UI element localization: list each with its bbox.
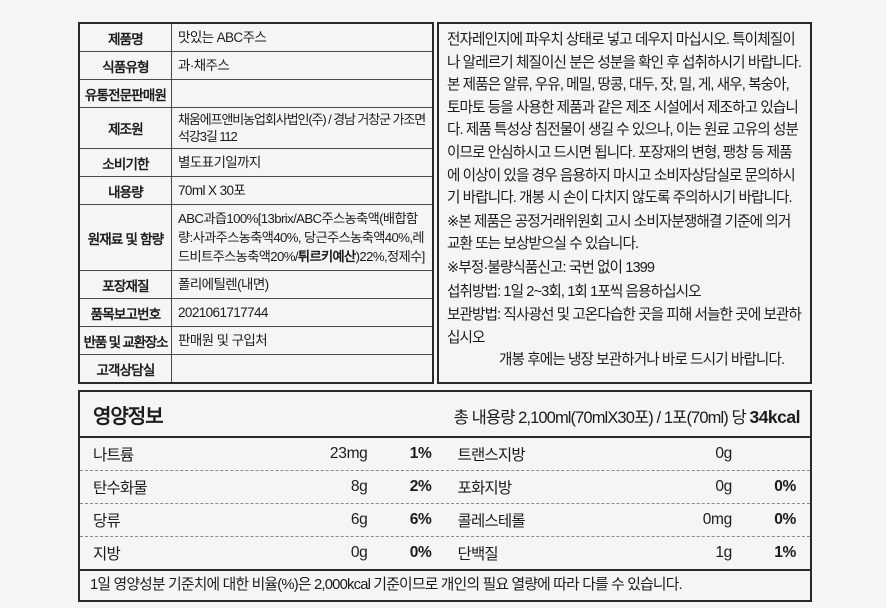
nutrition-cell-cholesterol: 콜레스테롤 0mg 0% — [458, 504, 797, 536]
spec-row-label: 반품 및 교환장소 — [80, 327, 172, 354]
product-spec-table: 제품명 맛있는 ABC주스 식품유형 과·채주스 유통전문판매원 제조원 채움에… — [78, 22, 434, 384]
spec-row-value — [172, 355, 432, 382]
nutrient-percent: 0% — [774, 511, 796, 528]
spec-row-label: 제품명 — [80, 24, 172, 51]
nutrition-header: 영양정보 총 내용량 2,100ml(70mlX30포) / 1포(70ml) … — [80, 392, 810, 438]
nutrition-cell-saturated-fat: 포화지방 0g 0% — [458, 471, 797, 503]
spec-row-ingredients: 원재료 및 함량 ABC과즙100%[13brix/ABC주스농축액(배합함량:… — [80, 204, 432, 270]
nutrient-name: 당류 — [93, 513, 121, 530]
nutrient-name: 단백질 — [457, 546, 499, 563]
nutrient-name: 지방 — [93, 546, 121, 563]
notice-paragraph-storage: 보관방법: 직사광선 및 고온다습한 곳을 피해 서늘한 곳에 보관하십시오 — [447, 307, 802, 346]
nutrient-name: 탄수화물 — [93, 480, 148, 497]
spec-row-food-type: 식품유형 과·채주스 — [80, 51, 432, 79]
nutrition-cell-carbohydrate: 탄수화물 8g 2% — [93, 471, 432, 503]
nutrient-amount: 1g — [715, 544, 732, 561]
nutrition-cell-sodium: 나트륨 23mg 1% — [93, 438, 432, 470]
notice-paragraph-intake: 섭취방법: 1일 2~3회, 1회 1포씩 음용하십시오 — [447, 283, 702, 300]
spec-row-value: 2021061717744 — [178, 305, 268, 320]
spec-row-return-exchange: 반품 및 교환장소 판매원 및 구입처 — [80, 326, 432, 354]
nutrition-cell-sugars: 당류 6g 6% — [93, 504, 432, 536]
spec-row-label: 소비기한 — [80, 149, 172, 176]
nutrient-name: 포화지방 — [457, 480, 513, 497]
nutrient-percent: 0% — [409, 544, 432, 561]
nutrition-serving-info: 총 내용량 2,100ml(70mlX30포) / 1포(70ml) 당 34k… — [453, 404, 801, 428]
spec-row-value: ABC과즙100%[13brix/ABC주스농축액(배합함량:사과주스농축액40… — [172, 205, 432, 270]
spec-row-manufacturer: 제조원 채움에프앤비농업회사법인(주) / 경남 거창군 가조면 석강3길 11… — [80, 107, 432, 148]
nutrition-panel: 영양정보 총 내용량 2,100ml(70mlX30포) / 1포(70ml) … — [78, 390, 812, 602]
ingredients-text-tail: )22%,정제수] — [355, 249, 426, 264]
ingredients-text: ABC과즙100%[13brix/ABC주스농축액(배합함량:사과주스농축액40… — [178, 211, 425, 264]
nutrient-amount: 0g — [715, 445, 732, 462]
top-section: 제품명 맛있는 ABC주스 식품유형 과·채주스 유통전문판매원 제조원 채움에… — [78, 22, 812, 384]
nutrition-row-2: 탄수화물 8g 2% 포화지방 0g 0% — [80, 470, 810, 503]
spec-row-value: 폴리에틸렌(내면) — [178, 277, 269, 292]
spec-row-label: 포장재질 — [80, 271, 172, 298]
notice-paragraph-storage-2: 개봉 후에는 냉장 보관하거나 바로 드시기 바랍니다. — [499, 352, 785, 369]
nutrient-amount: 23mg — [329, 445, 368, 462]
spec-row-distributor: 유통전문판매원 — [80, 79, 432, 107]
nutrient-percent: 1% — [774, 544, 796, 561]
spec-row-label: 식품유형 — [80, 52, 172, 79]
serving-text: 총 내용량 2,100ml(70mlX30포) / 1포(70ml) 당 — [453, 409, 750, 427]
spec-row-value — [172, 80, 432, 107]
spec-row-report-number: 품목보고번호 2021061717744 — [80, 298, 432, 326]
spec-row-label: 품목보고번호 — [80, 299, 172, 326]
spec-row-value: 채움에프앤비농업회사법인(주) / 경남 거창군 가조면 석강3길 112 — [178, 112, 426, 144]
nutrient-percent: 6% — [409, 511, 432, 528]
notice-panel: 전자레인지에 파우치 상태로 넣고 데우지 마십시오. 특이체질이나 알레르기 … — [437, 22, 812, 384]
nutrient-amount: 8g — [350, 478, 368, 495]
nutrition-row-4: 지방 0g 0% 단백질 1g 1% — [80, 536, 810, 569]
spec-row-value: 과·채주스 — [178, 58, 230, 73]
label-sheet: 제품명 맛있는 ABC주스 식품유형 과·채주스 유통전문판매원 제조원 채움에… — [78, 22, 812, 602]
spec-row-label: 제조원 — [80, 108, 172, 148]
nutrient-percent: 0% — [774, 478, 796, 495]
nutrition-row-1: 나트륨 23mg 1% 트랜스지방 0g — [80, 438, 810, 470]
nutrient-name: 트랜스지방 — [457, 447, 526, 464]
nutrient-name: 콜레스테롤 — [457, 513, 526, 530]
notice-paragraph-exchange: ※본 제품은 공정거래위원회 고시 소비자분쟁해결 기준에 의거 교환 또는 보… — [447, 213, 791, 253]
nutrition-cell-trans-fat: 트랜스지방 0g — [458, 438, 797, 470]
spec-row-customer-service: 고객상담실 — [80, 354, 432, 382]
nutrition-title: 영양정보 — [93, 406, 164, 428]
nutrient-amount: 0g — [350, 544, 368, 561]
serving-kcal: 34kcal — [749, 407, 800, 427]
nutrition-footnote: 1일 영양성분 기준치에 대한 비율(%)은 2,000kcal 기준이므로 개… — [80, 569, 810, 600]
notice-paragraph-report: ※부정·불량식품신고: 국번 없이 1399 — [447, 259, 655, 276]
nutrient-amount: 0g — [715, 478, 732, 495]
spec-row-value: 별도표기일까지 — [178, 155, 261, 170]
spec-row-label: 고객상담실 — [80, 355, 172, 382]
nutrient-amount: 0mg — [702, 511, 733, 528]
spec-row-expiry: 소비기한 별도표기일까지 — [80, 148, 432, 176]
nutrition-cell-protein: 단백질 1g 1% — [458, 537, 797, 569]
notice-paragraph-warning: 전자레인지에 파우치 상태로 넣고 데우지 마십시오. 특이체질이나 알레르기 … — [447, 32, 802, 207]
spec-row-label: 원재료 및 함량 — [80, 205, 172, 270]
spec-row-label: 내용량 — [80, 177, 172, 204]
spec-row-net-content: 내용량 70ml X 30포 — [80, 176, 432, 204]
spec-row-value: 70ml X 30포 — [178, 183, 246, 198]
spec-row-packaging: 포장재질 폴리에틸렌(내면) — [80, 270, 432, 298]
ingredients-origin-bold: 튀르키예산 — [297, 249, 356, 264]
nutrient-percent: 1% — [409, 445, 432, 462]
nutrient-amount: 6g — [350, 511, 368, 528]
spec-row-value: 맛있는 ABC주스 — [178, 30, 267, 45]
nutrition-row-3: 당류 6g 6% 콜레스테롤 0mg 0% — [80, 503, 810, 536]
spec-row-value: 판매원 및 구입처 — [178, 333, 268, 348]
spec-row-label: 유통전문판매원 — [80, 80, 172, 107]
nutrient-name: 나트륨 — [93, 447, 134, 464]
spec-row-product-name: 제품명 맛있는 ABC주스 — [80, 24, 432, 51]
nutrient-percent: 2% — [409, 478, 432, 495]
nutrition-cell-fat: 지방 0g 0% — [93, 537, 432, 569]
